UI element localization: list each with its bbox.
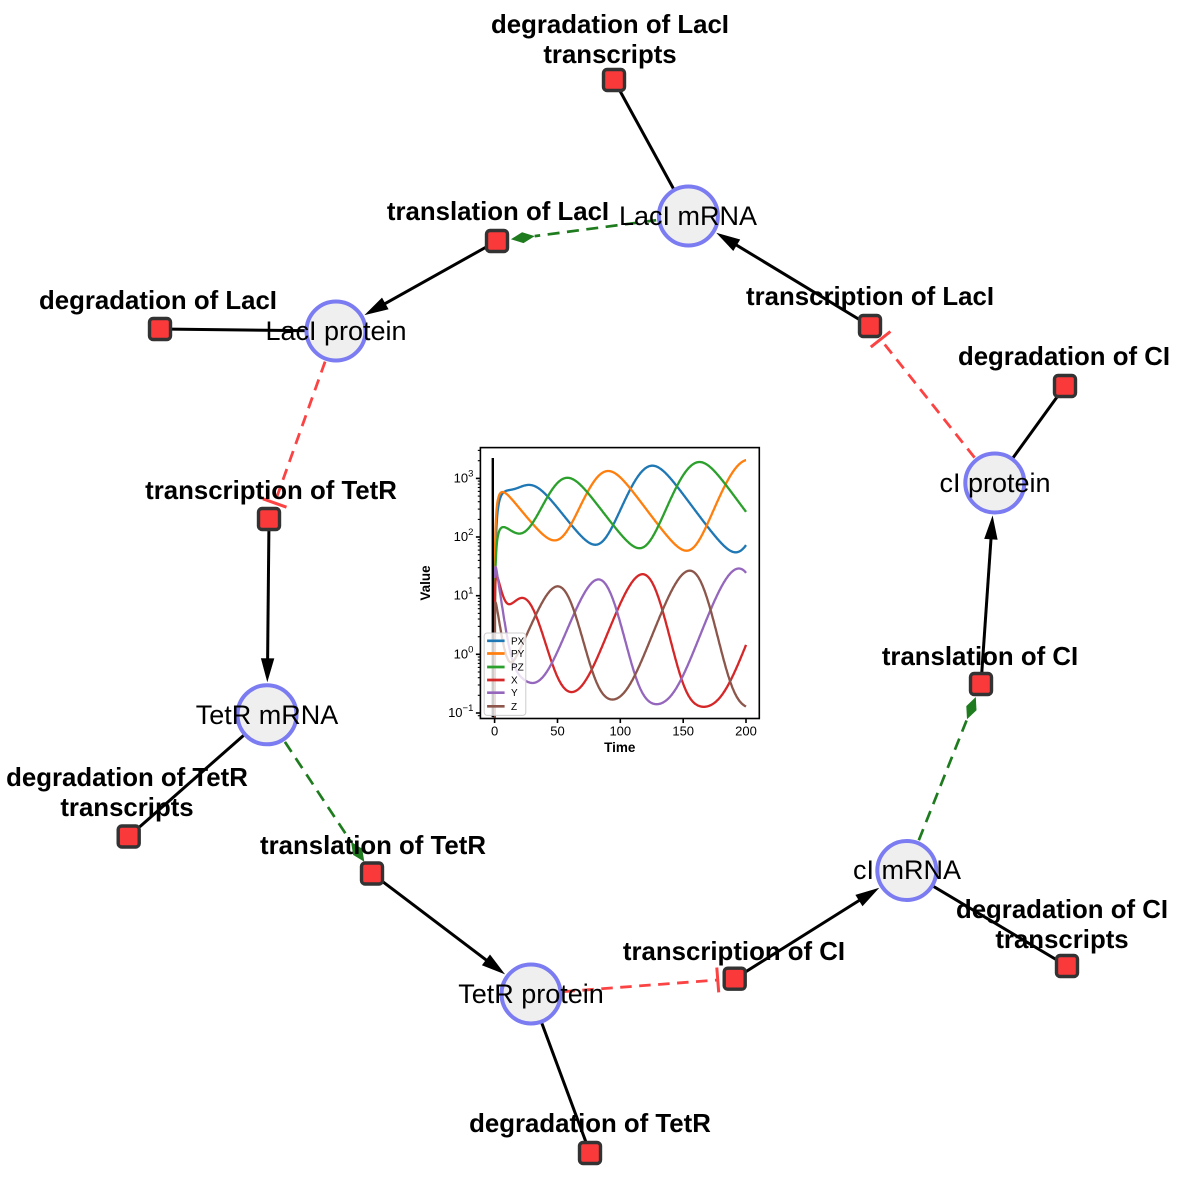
svg-text:TetR protein: TetR protein [458,979,604,1009]
svg-text:200: 200 [735,724,757,739]
svg-text:degradation of CI: degradation of CI [956,896,1168,924]
svg-text:cI protein: cI protein [939,468,1050,498]
svg-text:Value: Value [418,565,433,601]
svg-text:degradation of TetR: degradation of TetR [469,1110,711,1138]
svg-text:transcription of CI: transcription of CI [623,938,845,966]
svg-text:50: 50 [550,724,564,739]
svg-text:transcription of TetR: transcription of TetR [145,477,397,505]
svg-text:transcripts: transcripts [995,926,1128,954]
svg-text:LacI mRNA: LacI mRNA [619,201,757,231]
svg-text:Y: Y [511,688,518,699]
svg-text:X: X [511,676,518,687]
svg-text:translation of LacI: translation of LacI [387,198,609,226]
svg-text:PY: PY [511,649,525,660]
svg-text:degradation of CI: degradation of CI [958,343,1170,371]
svg-text:translation of TetR: translation of TetR [260,832,486,860]
svg-text:100: 100 [609,724,631,739]
svg-text:150: 150 [672,724,694,739]
svg-text:transcripts: transcripts [543,41,676,69]
svg-text:cI mRNA: cI mRNA [853,855,961,885]
svg-text:PZ: PZ [511,663,524,674]
svg-text:degradation of LacI: degradation of LacI [491,11,729,39]
svg-text:degradation of TetR: degradation of TetR [6,764,248,792]
svg-text:translation of CI: translation of CI [882,643,1078,671]
svg-text:transcription of LacI: transcription of LacI [746,283,994,311]
svg-text:PX: PX [511,636,525,647]
svg-text:Time: Time [604,740,636,755]
svg-text:transcripts: transcripts [60,794,193,822]
svg-text:degradation of LacI: degradation of LacI [39,287,277,315]
svg-text:LacI protein: LacI protein [265,316,406,346]
svg-text:0: 0 [491,724,498,739]
svg-text:TetR mRNA: TetR mRNA [196,700,339,730]
svg-text:Z: Z [511,702,517,713]
